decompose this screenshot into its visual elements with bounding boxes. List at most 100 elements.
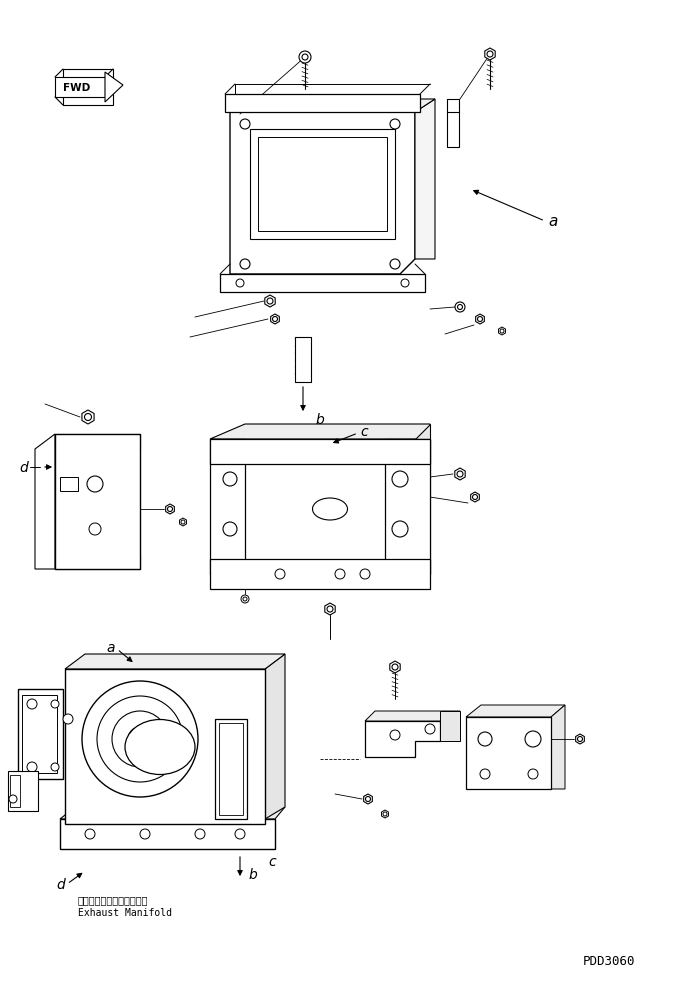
Polygon shape: [210, 425, 430, 440]
Text: Exhaust Manifold: Exhaust Manifold: [78, 907, 172, 917]
Circle shape: [335, 570, 345, 580]
Bar: [55, 435, 140, 570]
Polygon shape: [270, 315, 279, 324]
Text: a: a: [107, 640, 115, 655]
Bar: [10, 775, 20, 808]
Bar: [210, 440, 245, 575]
Circle shape: [236, 280, 244, 288]
Bar: [220, 275, 425, 293]
Circle shape: [235, 829, 245, 839]
Polygon shape: [485, 49, 496, 61]
Circle shape: [240, 259, 250, 270]
Polygon shape: [498, 327, 506, 335]
Bar: [8, 771, 38, 811]
Polygon shape: [265, 296, 275, 308]
Polygon shape: [576, 735, 584, 744]
Ellipse shape: [125, 720, 195, 775]
Polygon shape: [60, 808, 285, 819]
Bar: [447, 112, 459, 148]
Text: c: c: [268, 854, 276, 868]
Polygon shape: [440, 711, 460, 741]
Circle shape: [392, 665, 398, 670]
Circle shape: [87, 476, 103, 492]
Circle shape: [181, 521, 185, 525]
Circle shape: [82, 681, 198, 798]
Circle shape: [392, 471, 408, 487]
Polygon shape: [230, 100, 435, 112]
Polygon shape: [364, 794, 372, 805]
Circle shape: [140, 829, 150, 839]
Circle shape: [390, 259, 400, 270]
Bar: [219, 724, 243, 815]
Circle shape: [525, 732, 541, 747]
Circle shape: [85, 829, 95, 839]
Circle shape: [478, 733, 492, 746]
Bar: [210, 559, 430, 590]
Polygon shape: [82, 410, 94, 425]
Circle shape: [27, 699, 37, 709]
Circle shape: [275, 570, 285, 580]
Polygon shape: [65, 655, 285, 669]
Circle shape: [360, 570, 370, 580]
Polygon shape: [551, 705, 565, 789]
Circle shape: [240, 120, 250, 130]
Bar: [250, 130, 395, 240]
Circle shape: [112, 711, 168, 767]
Circle shape: [366, 797, 370, 802]
Polygon shape: [381, 810, 389, 818]
Polygon shape: [265, 655, 285, 819]
Circle shape: [195, 829, 205, 839]
Polygon shape: [105, 73, 123, 103]
Polygon shape: [230, 112, 415, 275]
Circle shape: [457, 471, 463, 477]
Circle shape: [473, 495, 477, 500]
Circle shape: [390, 120, 400, 130]
Text: b: b: [248, 867, 257, 881]
Polygon shape: [55, 554, 140, 570]
Text: FWD: FWD: [64, 83, 91, 93]
Circle shape: [390, 731, 400, 740]
Ellipse shape: [312, 499, 347, 521]
Circle shape: [458, 306, 462, 311]
Polygon shape: [415, 425, 430, 575]
Text: d: d: [19, 460, 28, 474]
Circle shape: [223, 472, 237, 486]
Polygon shape: [35, 435, 55, 570]
Text: b: b: [315, 412, 324, 427]
Polygon shape: [455, 468, 465, 480]
Circle shape: [9, 795, 17, 804]
Circle shape: [477, 317, 483, 322]
Circle shape: [128, 728, 152, 751]
Polygon shape: [476, 315, 484, 324]
Circle shape: [168, 507, 172, 512]
Circle shape: [487, 52, 493, 58]
Polygon shape: [390, 662, 400, 673]
Circle shape: [383, 812, 387, 816]
Circle shape: [84, 414, 91, 421]
Polygon shape: [63, 70, 113, 106]
Text: d: d: [56, 878, 65, 891]
Circle shape: [299, 52, 311, 64]
Polygon shape: [466, 705, 565, 717]
Polygon shape: [55, 78, 105, 98]
Circle shape: [89, 524, 101, 535]
Circle shape: [51, 700, 59, 708]
Polygon shape: [365, 711, 460, 722]
Circle shape: [241, 596, 249, 603]
Circle shape: [327, 606, 333, 612]
Polygon shape: [55, 435, 140, 450]
Circle shape: [267, 299, 273, 305]
Circle shape: [500, 329, 504, 333]
Circle shape: [302, 55, 308, 61]
Bar: [60, 819, 275, 849]
Bar: [18, 689, 63, 779]
Bar: [60, 477, 78, 491]
Bar: [295, 337, 311, 383]
Polygon shape: [415, 100, 435, 259]
Circle shape: [577, 737, 583, 741]
Bar: [210, 440, 430, 464]
Polygon shape: [180, 519, 187, 527]
Bar: [258, 138, 387, 232]
Bar: [215, 719, 247, 819]
Bar: [65, 669, 265, 824]
